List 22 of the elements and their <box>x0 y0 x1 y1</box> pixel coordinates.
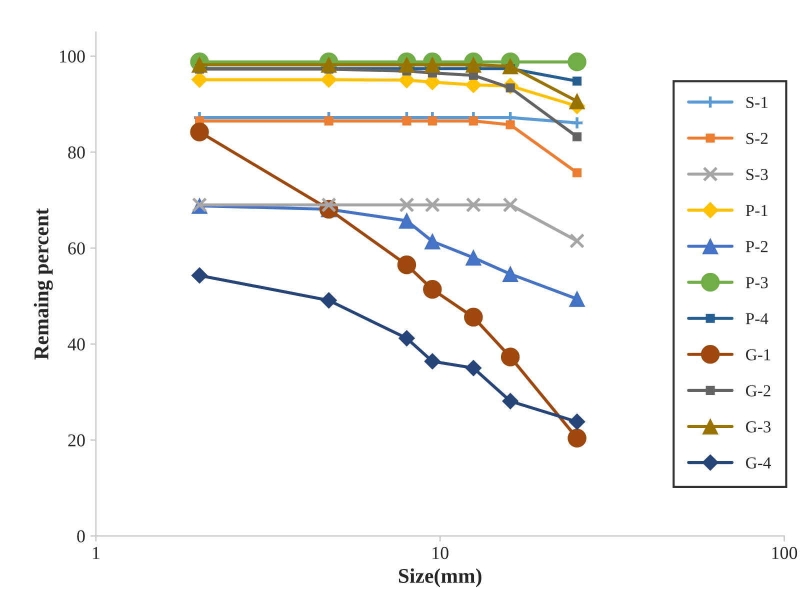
legend-label: S-1 <box>746 96 768 108</box>
y-tick-label: 80 <box>68 146 85 159</box>
y-axis-title: Remaing percent <box>34 208 53 360</box>
legend-label: P-1 <box>746 205 768 216</box>
x-tick-label: 1 <box>92 547 100 559</box>
legend-label: G-1 <box>746 349 770 360</box>
x-axis-title: Size(mm) <box>398 568 482 588</box>
legend-label: G-3 <box>746 421 771 432</box>
y-tick-label: 0 <box>77 530 85 542</box>
legend-label: S-2 <box>746 132 768 144</box>
legend-label: P-4 <box>746 313 768 324</box>
legend-label: P-2 <box>746 241 768 252</box>
y-tick-label: 100 <box>60 50 85 63</box>
x-tick-label: 100 <box>772 546 798 560</box>
legend-label: P-3 <box>746 277 768 288</box>
legend-label: G-2 <box>746 385 770 396</box>
y-tick-label: 40 <box>68 338 85 350</box>
legend-label: S-3 <box>746 168 768 180</box>
y-tick-label: 60 <box>68 242 85 255</box>
x-tick-label: 10 <box>432 546 448 560</box>
legend-label: G-4 <box>746 457 771 469</box>
y-tick-label: 20 <box>68 434 85 446</box>
